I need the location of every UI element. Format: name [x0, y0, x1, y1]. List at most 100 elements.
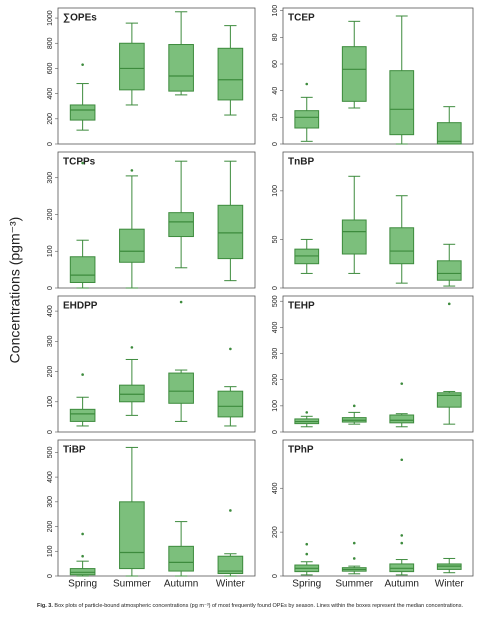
- outlier: [229, 509, 232, 512]
- x-tick-label: Autumn: [385, 579, 419, 590]
- box: [341, 46, 367, 102]
- box: [168, 212, 194, 238]
- panel-frame: [282, 7, 474, 145]
- box: [389, 70, 415, 136]
- outlier: [130, 346, 134, 349]
- caption-label: Fig. 3.: [37, 603, 53, 609]
- outlier: [305, 542, 309, 546]
- y-tick-label: 400: [47, 471, 54, 483]
- panel-frame: [57, 7, 256, 145]
- caption: Fig. 3. Box plots of particle-bound atmo…: [37, 603, 463, 609]
- panel-frame: [57, 295, 256, 433]
- outlier: [305, 82, 309, 86]
- y-tick-label: 400: [47, 305, 54, 317]
- y-tick-label: 300: [47, 172, 54, 184]
- y-tick-label: 800: [47, 37, 54, 49]
- y-tick-label: 100: [47, 396, 54, 408]
- box: [69, 256, 96, 283]
- box: [436, 122, 462, 145]
- y-tick-label: 0: [272, 574, 279, 578]
- y-tick-label: 100: [272, 185, 279, 197]
- y-tick-label: 60: [272, 60, 279, 68]
- x-tick-label: Autumn: [164, 579, 198, 590]
- outlier: [352, 541, 356, 545]
- y-tick-label: 400: [47, 88, 54, 100]
- y-tick-label: 200: [272, 374, 279, 386]
- box: [217, 390, 244, 418]
- box: [168, 545, 194, 572]
- box: [119, 384, 145, 403]
- x-tick-label: Winter: [216, 579, 246, 590]
- box: [217, 204, 244, 260]
- box: [217, 555, 244, 575]
- outlier: [400, 541, 404, 545]
- y-tick-label: 0: [272, 142, 279, 146]
- x-tick-label: Summer: [113, 579, 151, 590]
- y-tick-label: 500: [272, 295, 279, 307]
- panel-title: TiBP: [63, 445, 86, 456]
- outlier: [81, 63, 84, 66]
- y-tick-label: 0: [272, 286, 279, 290]
- outlier: [81, 161, 84, 165]
- y-tick-label: 100: [47, 245, 54, 257]
- box: [119, 228, 145, 263]
- panel-title: TPhP: [288, 445, 314, 456]
- y-tick-label: 20: [272, 113, 279, 121]
- box: [389, 414, 415, 424]
- panel-frame: [57, 151, 256, 289]
- outlier: [400, 458, 404, 462]
- box: [69, 568, 96, 576]
- y-tick-label: 300: [47, 335, 54, 347]
- y-tick-label: 200: [47, 521, 54, 533]
- box: [69, 104, 96, 121]
- box: [69, 408, 96, 422]
- y-tick-label: 80: [272, 33, 279, 41]
- outlier: [447, 302, 451, 306]
- box: [436, 392, 462, 408]
- y-axis-label: Concentrations (pgm⁻³): [7, 217, 23, 364]
- y-tick-label: 0: [47, 142, 54, 146]
- outlier: [305, 552, 309, 556]
- box: [389, 227, 415, 265]
- y-tick-label: 300: [47, 496, 54, 508]
- panel-title: TEHP: [288, 301, 315, 312]
- panel-frame: [282, 295, 474, 433]
- y-tick-label: 0: [272, 430, 279, 434]
- y-tick-label: 1000: [47, 10, 54, 26]
- x-tick-label: Summer: [335, 579, 373, 590]
- box: [294, 110, 320, 129]
- y-tick-label: 300: [272, 348, 279, 360]
- panel-title: EHDPP: [63, 301, 98, 312]
- box: [436, 260, 462, 281]
- x-tick-label: Spring: [68, 579, 97, 590]
- outlier: [352, 404, 356, 408]
- outlier: [400, 534, 404, 537]
- outlier: [81, 554, 84, 558]
- y-tick-label: 0: [47, 574, 54, 578]
- outlier: [179, 300, 183, 304]
- y-tick-label: 500: [47, 446, 54, 458]
- y-tick-label: 400: [272, 482, 279, 494]
- panel-frame: [282, 439, 474, 577]
- box: [119, 42, 145, 91]
- outlier: [229, 347, 232, 351]
- y-tick-label: 0: [47, 286, 54, 290]
- box: [168, 372, 194, 404]
- y-tick-label: 50: [272, 235, 279, 243]
- y-tick-label: 100: [47, 545, 54, 557]
- y-tick-label: 40: [272, 87, 279, 95]
- y-tick-label: 100: [272, 400, 279, 412]
- outlier: [130, 169, 134, 172]
- box: [341, 219, 367, 255]
- outlier: [352, 557, 356, 560]
- y-tick-label: 400: [272, 321, 279, 333]
- panel-title: TnBP: [288, 157, 314, 168]
- outlier: [81, 532, 84, 536]
- y-tick-label: 200: [272, 526, 279, 538]
- outlier: [400, 382, 404, 385]
- caption-text: Box plots of particle-bound atmospheric …: [54, 603, 463, 609]
- outlier: [305, 411, 309, 414]
- y-tick-label: 200: [47, 209, 54, 221]
- panel-title: TCEP: [288, 13, 315, 24]
- panel-frame: [57, 439, 256, 577]
